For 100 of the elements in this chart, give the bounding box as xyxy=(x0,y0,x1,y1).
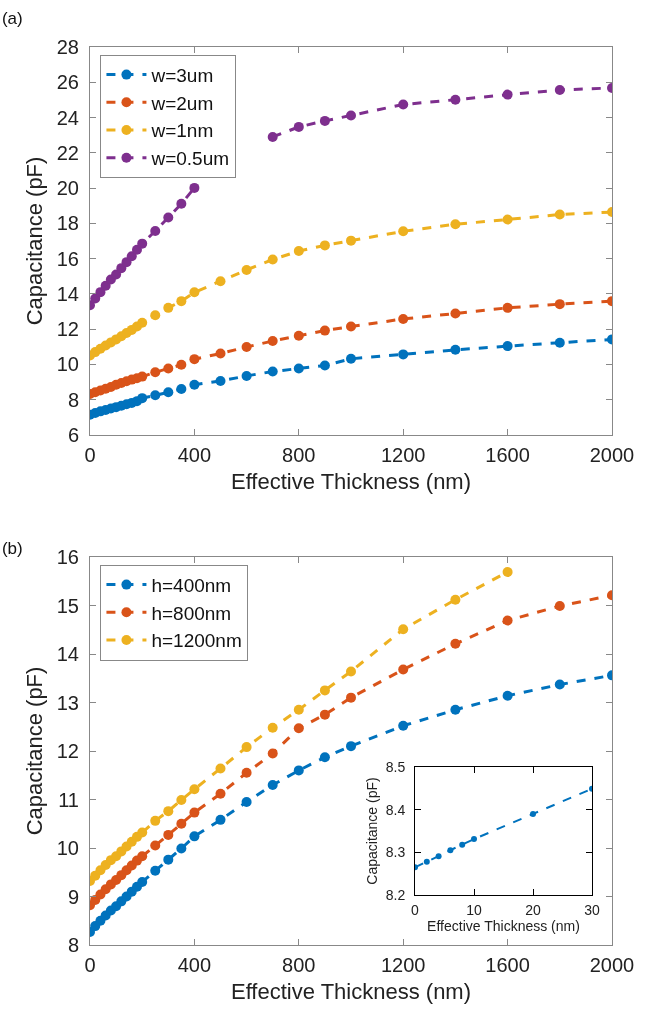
point xyxy=(346,110,356,121)
y-axis-title: Capacitance (pF) xyxy=(21,156,47,326)
y-tick-label: 12 xyxy=(56,740,79,762)
point xyxy=(554,679,565,690)
point xyxy=(398,313,409,324)
point xyxy=(176,198,187,209)
point xyxy=(215,276,226,287)
y-axis-title: Capacitance (pF) xyxy=(21,666,47,836)
point xyxy=(293,723,304,734)
point xyxy=(150,310,161,321)
x-tick-label: 0 xyxy=(84,444,96,466)
point xyxy=(215,376,226,387)
x-tick-label: 1600 xyxy=(485,954,530,976)
y-tick-label: 22 xyxy=(56,141,79,164)
point xyxy=(189,807,200,818)
point xyxy=(241,767,252,778)
point xyxy=(554,337,565,348)
point xyxy=(137,371,148,382)
y-tick-label: 8.3 xyxy=(385,844,406,861)
x-axis-title: Effective Thickness (nm) xyxy=(427,918,580,935)
point xyxy=(319,325,330,336)
point xyxy=(215,763,226,774)
point xyxy=(450,308,461,319)
x-axis-title: Effective Thickness (nm) xyxy=(230,978,472,1004)
chart-title: (b) xyxy=(1,538,23,558)
point xyxy=(471,836,477,843)
point xyxy=(502,341,513,352)
x-tick-label: 800 xyxy=(282,444,316,466)
point xyxy=(131,244,142,255)
x-tick-label: 30 xyxy=(584,901,600,918)
point xyxy=(176,794,187,805)
point xyxy=(137,393,148,404)
y-tick-label: 8.5 xyxy=(385,758,406,775)
legend-label: w=2um xyxy=(150,92,214,114)
point xyxy=(267,748,278,759)
y-tick-label: 18 xyxy=(56,212,79,235)
x-tick-label: 400 xyxy=(177,444,212,466)
point xyxy=(241,264,252,275)
y-tick-label: 9 xyxy=(67,885,79,908)
point xyxy=(163,363,174,374)
x-tick-label: 2000 xyxy=(589,954,635,976)
point xyxy=(150,367,161,378)
point xyxy=(319,685,330,696)
point xyxy=(176,818,187,829)
point xyxy=(163,854,174,865)
point xyxy=(435,853,442,860)
point xyxy=(319,115,330,126)
y-tick-label: 26 xyxy=(56,71,79,94)
y-tick-label: 8 xyxy=(67,934,79,956)
point xyxy=(215,348,226,359)
point xyxy=(137,317,148,328)
y-tick-label: 13 xyxy=(56,691,79,714)
point xyxy=(450,94,461,105)
x-tick-label: 10 xyxy=(466,901,482,918)
point xyxy=(502,567,513,578)
point xyxy=(215,788,226,799)
point xyxy=(241,370,252,381)
legend-label: w=0.5um xyxy=(150,148,230,170)
point xyxy=(502,302,513,313)
point xyxy=(554,85,565,96)
point xyxy=(267,366,278,377)
point xyxy=(267,254,278,265)
point xyxy=(450,704,461,715)
legend-label: h=800nm xyxy=(151,602,232,624)
point xyxy=(137,851,148,862)
point xyxy=(554,600,565,611)
point xyxy=(150,840,161,851)
point xyxy=(267,722,278,733)
x-tick-label: 1600 xyxy=(485,444,530,466)
y-tick-label: 14 xyxy=(56,643,79,665)
point xyxy=(293,330,304,341)
point xyxy=(502,615,513,626)
point xyxy=(137,827,148,838)
point xyxy=(530,810,536,817)
point xyxy=(189,354,200,365)
point xyxy=(450,344,461,355)
point xyxy=(293,246,304,257)
point xyxy=(293,704,304,715)
legend-label: w=1nm xyxy=(150,120,214,142)
point xyxy=(116,263,127,274)
point xyxy=(267,779,278,790)
point xyxy=(447,847,454,854)
point xyxy=(163,212,174,223)
y-tick-label: 8 xyxy=(67,388,79,411)
point xyxy=(319,360,330,371)
y-tick-label: 6 xyxy=(67,424,79,446)
point xyxy=(150,390,161,401)
y-tick-label: 24 xyxy=(56,106,79,129)
legend-label: h=400nm xyxy=(151,575,232,597)
point xyxy=(267,131,278,142)
y-tick-label: 8.2 xyxy=(385,886,406,903)
y-tick-label: 20 xyxy=(56,177,79,200)
point xyxy=(319,752,330,763)
point xyxy=(502,89,513,100)
point xyxy=(176,359,187,370)
point xyxy=(189,287,200,298)
point xyxy=(189,182,200,193)
point xyxy=(398,226,409,237)
point xyxy=(163,302,174,313)
point xyxy=(163,829,174,840)
